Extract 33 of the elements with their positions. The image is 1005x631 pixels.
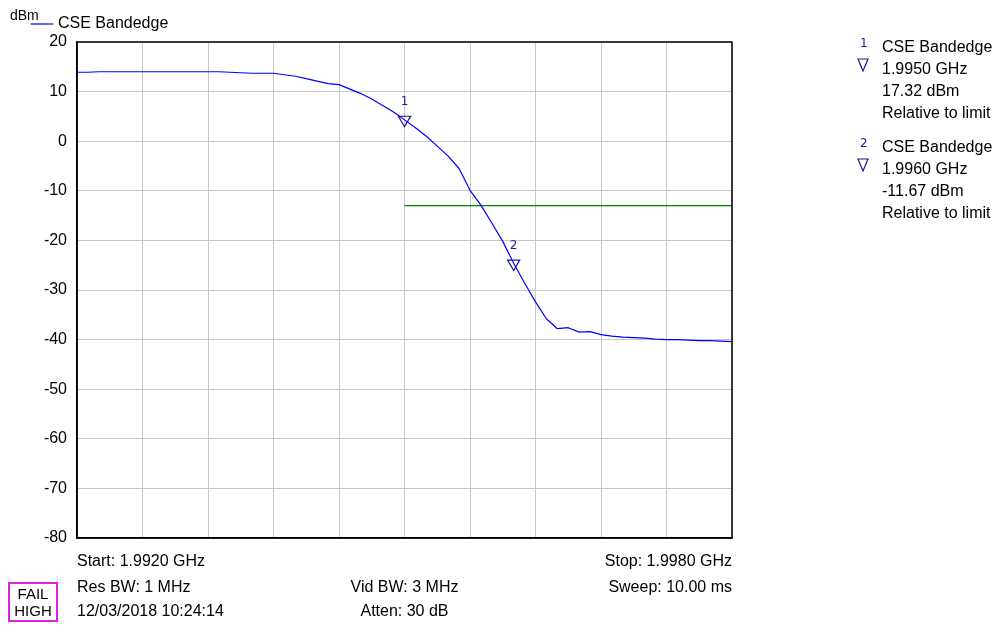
y-tick-label: 20: [49, 32, 68, 50]
text: Start: 1.9920 GHz: [77, 552, 206, 570]
text: Sweep: 10.00 ms: [608, 578, 732, 596]
text: CSE Bandedge: [882, 138, 993, 156]
annotation: 2: [509, 237, 518, 252]
y-tick-label: -10: [43, 181, 68, 199]
text: -11.67 dBm: [882, 182, 964, 200]
y-tick-label: 0: [58, 131, 68, 149]
text: 1.9960 GHz: [882, 160, 968, 178]
text: Res BW: 1 MHz: [77, 578, 191, 596]
y-tick-label: 10: [49, 82, 68, 100]
text: Atten: 30 dB: [360, 602, 449, 620]
text: CSE Bandedge: [882, 38, 993, 56]
text: FAIL HIGH: [8, 582, 58, 622]
y-tick-label: -40: [43, 330, 68, 348]
text: 1: [860, 36, 868, 50]
text: 2: [860, 136, 868, 150]
text: Relative to limit: [882, 204, 991, 222]
y-tick-label: -60: [43, 429, 68, 447]
text: Vid BW: 3 MHz: [350, 578, 459, 596]
y-tick-label: -30: [43, 280, 68, 298]
text: Stop: 1.9980 GHz: [604, 552, 732, 570]
text: 1.9950 GHz: [882, 60, 968, 78]
text: 12/03/2018 10:24:14: [77, 602, 224, 620]
y-tick-label: -50: [43, 379, 68, 397]
text: 17.32 dBm: [882, 82, 960, 100]
y-tick-label: -70: [43, 478, 68, 496]
text: Relative to limit: [882, 104, 991, 122]
legend-label: CSE Bandedge: [58, 14, 169, 32]
y-tick-label: -20: [43, 230, 68, 248]
annotation: 1: [400, 93, 409, 108]
y-axis-title: dBm: [10, 7, 39, 23]
y-tick-label: -80: [43, 528, 68, 546]
